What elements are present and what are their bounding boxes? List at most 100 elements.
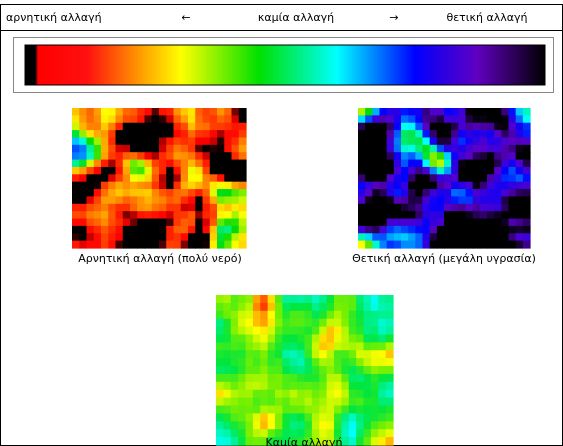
heatmap-cell (358, 137, 366, 146)
heatmap-cell (436, 225, 445, 234)
heatmap-cell (195, 174, 204, 183)
heatmap-cell (379, 115, 388, 124)
heatmap-cell (238, 373, 247, 383)
heatmap-cell (393, 115, 402, 124)
heatmap-cell (86, 174, 95, 183)
heatmap-cell (365, 108, 373, 116)
heatmap-cell (79, 152, 88, 161)
heatmap-cell (108, 108, 117, 116)
heatmap-cell (494, 218, 502, 227)
heatmap-cell (195, 181, 204, 190)
heatmap-cell (415, 189, 424, 198)
heatmap-cell (245, 310, 254, 320)
heatmap-cell (216, 389, 224, 399)
heatmap-cell (224, 174, 233, 183)
heatmap-cell (275, 310, 283, 320)
heatmap-cell (130, 122, 138, 131)
heatmap-cell (458, 144, 467, 153)
heatmap-cell (408, 166, 416, 175)
heatmap-cell (252, 334, 261, 343)
heatmap-cell (115, 130, 124, 139)
heatmap-cell (144, 159, 153, 168)
heatmap-cell (356, 334, 365, 343)
heatmap-cell (108, 144, 117, 153)
heatmap-cell (159, 152, 167, 161)
heatmap-cell (393, 196, 402, 205)
heatmap-cell (173, 189, 182, 198)
heatmap-cell (122, 211, 131, 220)
heatmap-cell (326, 326, 335, 336)
heatmap-cell (408, 233, 416, 242)
heatmap-cell (515, 130, 524, 139)
heatmap-cell (334, 295, 342, 304)
heatmap-cell (209, 225, 218, 234)
heatmap-cell (223, 413, 232, 422)
heatmap-cell (334, 350, 342, 359)
heatmap-cell (408, 181, 416, 190)
heatmap-cell (202, 122, 211, 131)
heatmap-cell (304, 302, 313, 312)
heatmap-cell (245, 358, 254, 367)
heatmap-cell (341, 381, 350, 391)
heatmap-cell (458, 211, 467, 220)
heatmap-cell (188, 211, 196, 220)
heatmap-cell (334, 302, 342, 312)
heatmap-cell (144, 144, 153, 153)
heatmap-cell (79, 115, 88, 124)
heatmap-cell (415, 137, 424, 146)
heatmap-cell (436, 196, 445, 205)
heatmap-cell (86, 240, 95, 249)
heatmap-cell (386, 137, 395, 146)
heatmap-cell (479, 108, 488, 116)
heatmap-cell (267, 437, 276, 446)
heatmap-cell (415, 196, 424, 205)
heatmap-cell (370, 326, 379, 336)
heatmap-cell (252, 350, 261, 359)
heatmap-cell (304, 421, 313, 430)
heatmap-cell (436, 218, 445, 227)
heatmap-cell (401, 225, 409, 234)
heatmap-cell (216, 295, 224, 304)
heatmap-cell (304, 366, 313, 375)
heatmap-cell (458, 233, 467, 242)
heatmap-cell (415, 218, 424, 227)
heatmap-cell (378, 310, 387, 320)
heatmap-cell (108, 159, 117, 168)
heatmap-cell (304, 358, 313, 367)
heatmap-cell (436, 137, 445, 146)
heatmap-cell (348, 405, 357, 415)
heatmap-cell (217, 225, 225, 234)
heatmap-cell (444, 225, 452, 234)
heatmap-cell (289, 350, 298, 359)
heatmap-cell (319, 366, 328, 375)
heatmap-cell (501, 115, 510, 124)
heatmap-cell (231, 240, 240, 249)
heatmap-cell (370, 437, 379, 446)
heatmap-cell (319, 381, 328, 391)
heatmap-cell (159, 218, 167, 227)
heatmap-cell (356, 302, 365, 312)
heatmap-cell (372, 159, 381, 168)
heatmap-cell (501, 218, 510, 227)
heatmap-cell (348, 366, 357, 375)
heatmap-cell (217, 159, 225, 168)
heatmap-cell (224, 144, 233, 153)
heatmap-cell (365, 159, 373, 168)
heatmap-cell (379, 174, 388, 183)
heatmap-cell (267, 350, 276, 359)
heatmap-cell (252, 389, 261, 399)
heatmap-cell (282, 413, 291, 422)
heatmap-cell (297, 310, 306, 320)
heatmap-cell (365, 240, 373, 249)
heatmap-cell (108, 196, 117, 205)
heatmap-cell (422, 115, 431, 124)
heatmap-cell (137, 189, 146, 198)
heatmap-cell (79, 130, 88, 139)
heatmap-cell (93, 159, 102, 168)
heatmap-cell (108, 218, 117, 227)
heatmap-cell (311, 366, 320, 375)
heatmap-cell (379, 233, 388, 242)
heatmap-cell (297, 318, 306, 328)
heatmap-cell (334, 334, 342, 343)
heatmap-cell (245, 350, 254, 359)
